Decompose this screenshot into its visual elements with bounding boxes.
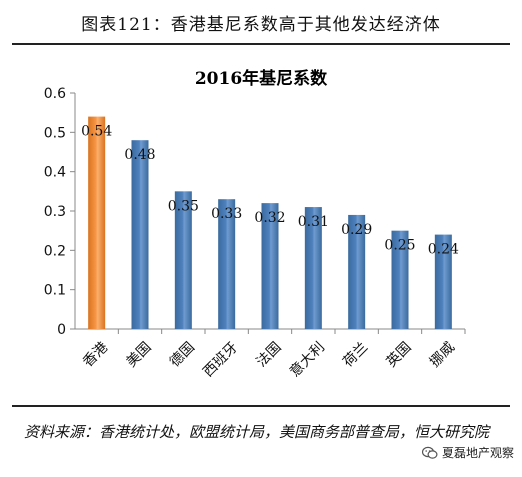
watermark: 夏磊地产观察 [421,444,514,461]
y-tick-label: 0.4 [44,165,66,181]
x-tick-label: 挪威 [427,339,458,370]
data-label: 0.29 [341,222,372,238]
y-tick-label: 0.3 [44,204,66,220]
x-tick-label: 德国 [167,339,198,370]
y-tick-label: 0.1 [44,283,66,299]
bar [174,191,192,329]
bar [88,116,106,329]
x-tick-label: 美国 [123,339,154,370]
bar [348,214,366,329]
data-label: 0.32 [254,210,285,226]
data-label: 0.25 [384,238,415,254]
bar [434,234,452,329]
x-tick-label: 英国 [383,339,415,371]
x-tick-label: 香港 [80,339,111,370]
y-tick-label: 0 [57,322,66,338]
x-tick-label: 法国 [253,339,284,370]
y-tick-label: 0.2 [44,243,66,259]
figure-caption: 图表121：香港基尼系数高于其他发达经济体 [81,15,441,35]
bar [261,203,279,329]
bottom-rule [12,405,510,407]
top-rule [12,43,510,45]
data-label: 0.54 [81,124,112,140]
bar [304,207,322,329]
data-label: 0.24 [428,242,459,258]
watermark-text: 夏磊地产观察 [441,446,514,460]
bar [391,230,409,329]
data-label: 0.35 [168,198,199,214]
wechat-icon [421,446,438,459]
data-label: 0.48 [124,147,155,163]
data-label: 0.33 [211,206,242,222]
x-tick-label: 荷兰 [340,339,371,370]
data-label: 0.31 [298,214,329,230]
x-tick-label: 意大利 [286,339,328,381]
bar [218,199,236,329]
source-note: 资料来源：香港统计处，欧盟统计局，美国商务部普查局，恒大研究院 [24,423,490,441]
x-tick-label: 西班牙 [200,339,241,380]
y-tick-label: 0.5 [44,125,66,141]
chart-title: 2016年基尼系数 [194,69,328,89]
y-tick-label: 0.6 [44,86,66,102]
bar [131,140,149,329]
